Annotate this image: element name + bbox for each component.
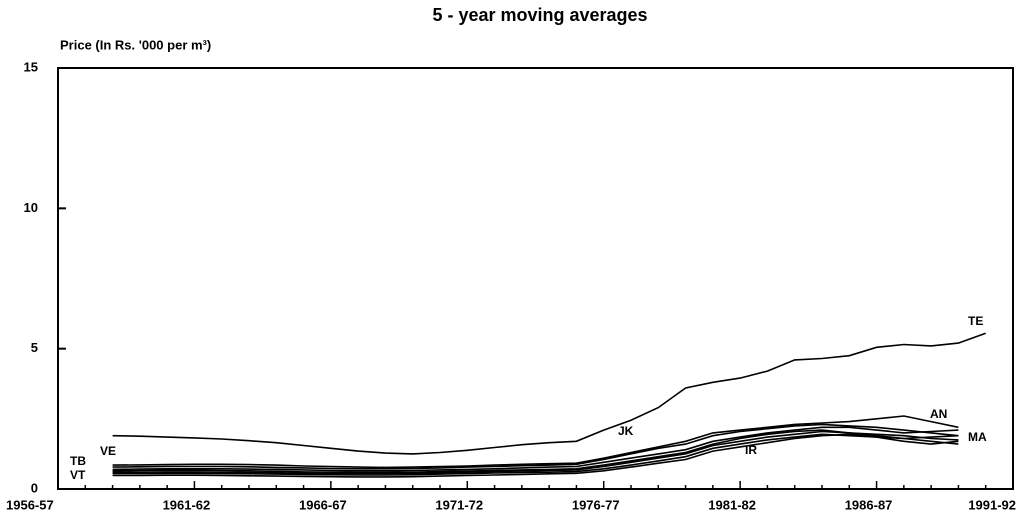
series-line [112,433,959,476]
series-label: MA [968,430,987,444]
series-line [112,426,959,472]
series-line [112,415,959,469]
series-label: JK [618,424,634,438]
y-tick-label: 0 [31,480,38,495]
y-tick-label: 15 [24,59,38,74]
series-line [112,429,959,474]
x-tick-label: 1966-67 [299,497,347,512]
x-tick-label: 1971-72 [435,497,483,512]
series-line [112,332,986,455]
plot-frame [57,67,1014,490]
series-label: TE [968,314,983,328]
x-tick-label: 1961-62 [163,497,211,512]
series-label: VT [70,468,86,482]
x-tick-label: 1956-57 [6,497,54,512]
x-tick-label: 1986-87 [845,497,893,512]
series-label: VE [100,444,116,458]
series-label: TB [70,454,86,468]
series-label: AN [930,407,947,421]
y-tick-label: 10 [24,200,38,215]
series-line [112,430,959,475]
y-tick-label: 5 [31,340,38,355]
y-axis-label: Price (In Rs. '000 per m³) [60,37,211,52]
x-tick-label: 1976-77 [572,497,620,512]
series-label: IR [745,443,757,457]
series-line [112,423,959,470]
x-tick-label: 1981-82 [708,497,756,512]
series-line [112,433,959,478]
chart-title: 5 - year moving averages [432,5,647,25]
x-tick-label: 1991-92 [968,497,1016,512]
